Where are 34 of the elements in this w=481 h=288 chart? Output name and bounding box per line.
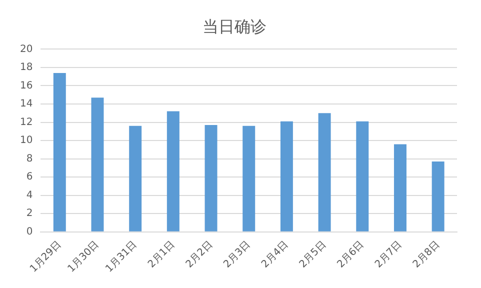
y-tick-label: 10 xyxy=(20,135,33,146)
bar xyxy=(280,121,293,232)
x-tick-label: 2月6日 xyxy=(335,239,366,270)
bar xyxy=(318,113,331,232)
bar xyxy=(53,72,66,232)
x-tick-label: 2月1日 xyxy=(146,239,178,270)
x-tick-label: 2月4日 xyxy=(260,239,291,270)
x-tick-label: 2月8日 xyxy=(411,239,442,270)
bar xyxy=(129,126,142,232)
x-tick-label: 1月31日 xyxy=(104,239,140,275)
bar xyxy=(166,111,180,232)
x-tick-label: 1月30日 xyxy=(66,239,102,275)
x-tick-label: 2月3日 xyxy=(222,239,253,270)
chart-title: 当日确诊 xyxy=(202,16,266,36)
bar xyxy=(394,144,406,232)
bar xyxy=(242,126,256,232)
bar xyxy=(356,121,369,232)
x-tick-label: 2月5日 xyxy=(298,239,329,270)
x-tick-label: 2月2日 xyxy=(184,239,215,270)
y-tick-label: 8 xyxy=(26,153,33,164)
x-tick-label: 1月29日 xyxy=(28,239,64,275)
y-tick-label: 0 xyxy=(26,226,33,238)
bar xyxy=(432,162,444,232)
bar xyxy=(204,125,218,232)
y-tick-label: 6 xyxy=(26,172,33,183)
y-tick-label: 12 xyxy=(20,116,33,128)
y-tick-label: 2 xyxy=(26,208,33,220)
y-tick-label: 20 xyxy=(20,44,33,55)
bar xyxy=(91,98,104,232)
y-tick-label: 4 xyxy=(26,190,33,201)
y-tick-label: 16 xyxy=(20,80,33,92)
y-tick-label: 14 xyxy=(20,98,33,110)
y-tick-label: 18 xyxy=(20,62,33,74)
x-tick-label: 2月7日 xyxy=(373,239,404,270)
